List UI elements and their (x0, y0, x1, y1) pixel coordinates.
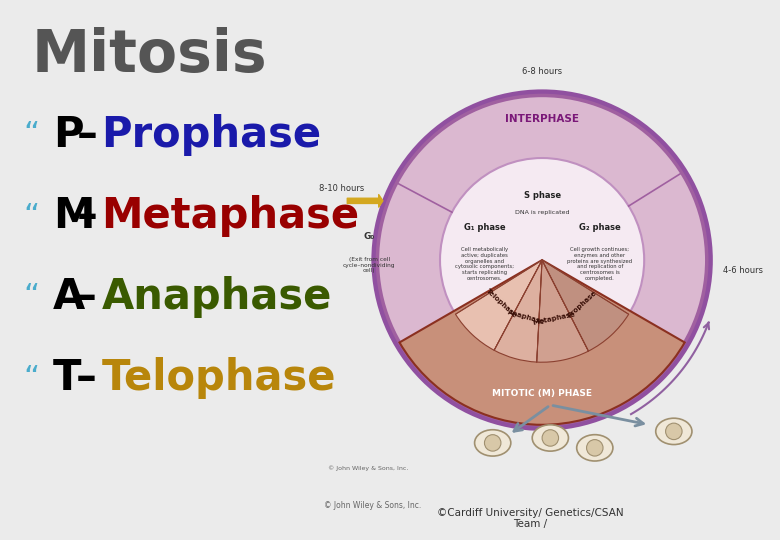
Ellipse shape (656, 418, 692, 444)
Text: A: A (53, 276, 85, 318)
Text: G₂ phase: G₂ phase (579, 224, 621, 233)
Circle shape (440, 158, 644, 362)
Text: Anaphase: Anaphase (507, 309, 546, 325)
Text: Prophase: Prophase (101, 114, 321, 156)
Text: ©Cardiff University/ Genetics/CSAN
Team /: ©Cardiff University/ Genetics/CSAN Team … (437, 508, 624, 529)
Text: Anaphase: Anaphase (101, 276, 332, 318)
Text: –: – (76, 276, 112, 318)
Circle shape (542, 430, 558, 446)
Circle shape (587, 440, 603, 456)
Text: G₁ phase: G₁ phase (463, 224, 505, 233)
Wedge shape (542, 260, 629, 351)
Text: © John Wiley & Sons, Inc.: © John Wiley & Sons, Inc. (324, 501, 421, 510)
Text: –: – (76, 195, 98, 237)
Text: Metaphase: Metaphase (101, 195, 360, 237)
Text: 8-10 hours: 8-10 hours (318, 184, 363, 193)
Text: Telophase: Telophase (101, 357, 336, 399)
Text: 4-6 hours: 4-6 hours (723, 266, 763, 275)
Text: “: “ (23, 282, 40, 312)
Text: Metaphase: Metaphase (533, 310, 576, 326)
Text: Prophase: Prophase (566, 289, 597, 319)
Text: S phase: S phase (523, 191, 561, 200)
Text: –: – (76, 114, 98, 156)
Text: Cell growth continues;
enzymes and other
proteins are synthesized
and replicatio: Cell growth continues; enzymes and other… (567, 247, 633, 281)
Text: Cell metabolically
active; duplicates
organelles and
cytosolic components;
start: Cell metabolically active; duplicates or… (455, 247, 514, 281)
Circle shape (378, 96, 707, 425)
Wedge shape (495, 260, 542, 362)
Text: –: – (76, 357, 112, 399)
Circle shape (484, 435, 501, 451)
Text: M: M (53, 195, 94, 237)
Text: “: “ (23, 201, 40, 231)
Wedge shape (399, 260, 685, 425)
Ellipse shape (576, 435, 613, 461)
Text: (Exit from cell
cycle–nondividing
cell): (Exit from cell cycle–nondividing cell) (343, 257, 395, 273)
Wedge shape (537, 260, 588, 362)
Text: Telophase: Telophase (485, 288, 518, 319)
Text: G₀: G₀ (363, 232, 375, 241)
Text: Mitosis: Mitosis (31, 27, 267, 84)
Wedge shape (456, 260, 542, 350)
Text: MITOTIC (M) PHASE: MITOTIC (M) PHASE (492, 389, 592, 398)
Circle shape (665, 423, 682, 440)
Ellipse shape (532, 425, 569, 451)
Text: “: “ (23, 120, 40, 150)
Text: P: P (53, 114, 83, 156)
Text: DNA is replicated: DNA is replicated (515, 210, 569, 215)
Text: INTERPHASE: INTERPHASE (505, 113, 579, 124)
Text: “: “ (23, 363, 40, 393)
Text: T: T (53, 357, 82, 399)
Text: 6-8 hours: 6-8 hours (522, 67, 562, 76)
Ellipse shape (474, 430, 511, 456)
Text: © John Wiley & Sons, Inc.: © John Wiley & Sons, Inc. (328, 465, 409, 471)
